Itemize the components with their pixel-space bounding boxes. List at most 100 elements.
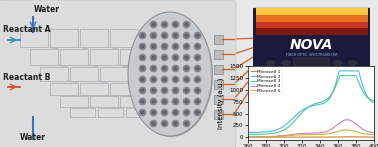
Circle shape (172, 43, 179, 50)
Circle shape (194, 76, 201, 83)
Circle shape (196, 89, 199, 92)
Legend: Microcell 1, Microcell 2, Microcell 3, Microcell 4, Microcell 5: Microcell 1, Microcell 2, Microcell 3, M… (250, 68, 282, 94)
Microcell 2 (325, 100, 330, 102)
Microcell 2 (372, 102, 376, 104)
Circle shape (194, 98, 201, 105)
Circle shape (194, 65, 201, 72)
Microcell 3 (337, 77, 341, 79)
Circle shape (150, 109, 157, 116)
Circle shape (174, 45, 177, 48)
Circle shape (183, 87, 190, 94)
FancyBboxPatch shape (214, 65, 223, 74)
Circle shape (152, 56, 155, 59)
Circle shape (139, 109, 146, 116)
Circle shape (139, 54, 146, 61)
Circle shape (183, 43, 190, 50)
Microcell 2 (338, 70, 342, 72)
Text: Reactant A: Reactant A (3, 25, 51, 34)
Circle shape (174, 111, 177, 114)
Circle shape (161, 76, 168, 83)
Circle shape (152, 67, 155, 70)
Circle shape (139, 87, 146, 94)
FancyBboxPatch shape (252, 8, 372, 69)
Circle shape (185, 34, 188, 37)
Circle shape (349, 61, 357, 65)
Microcell 4 (260, 136, 265, 138)
Circle shape (141, 78, 144, 81)
Microcell 5 (287, 135, 291, 136)
Circle shape (163, 45, 166, 48)
Microcell 1 (245, 136, 250, 138)
Circle shape (161, 43, 168, 50)
Circle shape (308, 61, 316, 65)
Circle shape (150, 32, 157, 39)
Circle shape (174, 122, 177, 125)
Circle shape (196, 45, 199, 48)
Circle shape (174, 34, 177, 37)
Circle shape (163, 111, 166, 114)
Microcell 2 (245, 132, 250, 133)
Circle shape (185, 56, 188, 59)
Circle shape (150, 76, 157, 83)
Microcell 5 (296, 134, 300, 136)
Circle shape (141, 111, 144, 114)
Circle shape (172, 32, 179, 39)
Circle shape (161, 54, 168, 61)
Ellipse shape (128, 12, 212, 136)
Microcell 1 (337, 136, 342, 138)
Microcell 5 (245, 136, 250, 138)
Circle shape (185, 67, 188, 70)
FancyBboxPatch shape (214, 35, 223, 44)
Circle shape (150, 43, 157, 50)
Bar (256, 8, 368, 15)
Microcell 3 (260, 133, 265, 135)
Circle shape (163, 89, 166, 92)
Microcell 2 (337, 71, 341, 72)
Circle shape (161, 109, 168, 116)
Microcell 2 (296, 113, 300, 115)
Circle shape (139, 65, 146, 72)
Microcell 4 (337, 122, 342, 124)
Circle shape (152, 89, 155, 92)
Circle shape (194, 87, 201, 94)
Circle shape (196, 111, 199, 114)
Microcell 5 (260, 136, 265, 138)
Microcell 1 (287, 136, 291, 138)
Circle shape (183, 98, 190, 105)
FancyBboxPatch shape (214, 110, 223, 118)
Line: Microcell 3: Microcell 3 (248, 76, 374, 134)
Microcell 4 (325, 130, 330, 132)
Circle shape (150, 120, 157, 127)
Microcell 5 (337, 130, 341, 132)
Circle shape (163, 67, 166, 70)
Bar (256, 22, 368, 28)
Circle shape (194, 32, 201, 39)
Circle shape (172, 120, 179, 127)
Circle shape (282, 61, 290, 65)
Circle shape (161, 98, 168, 105)
Line: Microcell 5: Microcell 5 (248, 130, 374, 137)
Microcell 4 (337, 123, 341, 124)
Circle shape (163, 56, 166, 59)
Microcell 1 (337, 136, 341, 138)
Circle shape (141, 45, 144, 48)
Circle shape (174, 23, 177, 26)
FancyBboxPatch shape (0, 0, 236, 147)
Circle shape (185, 111, 188, 114)
Circle shape (139, 98, 146, 105)
Circle shape (139, 76, 146, 83)
Circle shape (185, 122, 188, 125)
Circle shape (183, 76, 190, 83)
Circle shape (174, 78, 177, 81)
Line: Microcell 4: Microcell 4 (248, 120, 374, 137)
Microcell 4 (296, 133, 300, 135)
Circle shape (172, 87, 179, 94)
Circle shape (172, 54, 179, 61)
Microcell 2 (287, 121, 291, 123)
Circle shape (196, 34, 199, 37)
Circle shape (161, 65, 168, 72)
Circle shape (267, 61, 275, 65)
Circle shape (150, 21, 157, 28)
Circle shape (185, 45, 188, 48)
Bar (256, 28, 368, 35)
